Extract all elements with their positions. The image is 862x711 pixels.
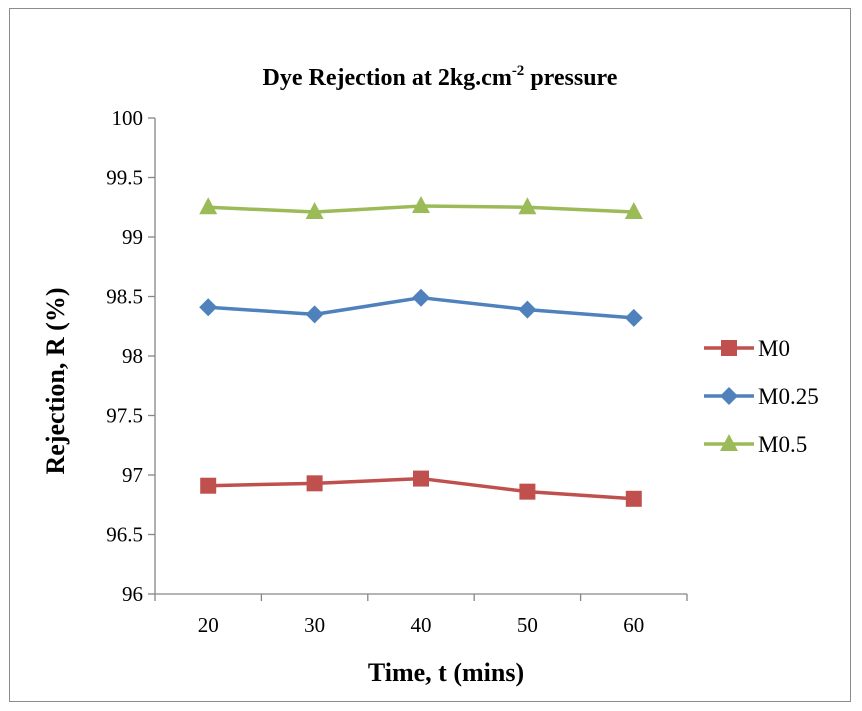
x-tick-label: 40: [411, 613, 432, 637]
x-tick-label: 50: [517, 613, 538, 637]
legend-label: M0.25: [758, 384, 819, 409]
y-tick-label: 97.5: [106, 404, 143, 428]
data-point: [413, 471, 429, 487]
x-tick-label: 30: [304, 613, 325, 637]
legend-marker: [721, 340, 737, 356]
x-axis-title: Time, t (mins): [368, 658, 524, 687]
legend-label: M0: [758, 336, 790, 361]
legend-label: M0.5: [758, 432, 807, 457]
y-tick-labels: 96 96.5 97 97.5 98 98.5 99 99.5 100: [106, 106, 143, 606]
line-chart: Dye Rejection at 2kg.cm-2 pressure 96 96.…: [10, 9, 852, 703]
legend-item: M0.5: [704, 432, 807, 457]
y-axis-title: Rejection, R (%): [41, 288, 70, 475]
data-point: [306, 305, 324, 323]
y-tick-label: 97: [122, 463, 143, 487]
data-point: [626, 491, 642, 507]
legend: M0 M0.25 M0.5: [704, 336, 819, 457]
legend-marker: [720, 387, 738, 405]
x-tick-label: 60: [623, 613, 644, 637]
data-point: [518, 301, 536, 319]
y-tick-label: 99: [122, 225, 143, 249]
series-M0.5: [199, 196, 643, 219]
x-tick-label: 20: [198, 613, 219, 637]
series-M0: [200, 471, 642, 507]
data-point: [519, 484, 535, 500]
y-tick-label: 96.5: [106, 523, 143, 547]
series-M0.25: [199, 289, 643, 327]
axes: [148, 118, 687, 601]
x-tick-labels: 20 30 40 50 60: [198, 613, 645, 637]
y-tick-label: 100: [112, 106, 144, 130]
data-point: [412, 289, 430, 307]
legend-item: M0: [704, 336, 790, 361]
data-point: [625, 309, 643, 327]
data-point: [200, 478, 216, 494]
y-tick-label: 96: [122, 582, 143, 606]
y-tick-label: 98: [122, 344, 143, 368]
legend-item: M0.25: [704, 384, 819, 409]
y-tick-label: 99.5: [106, 166, 143, 190]
y-tick-label: 98.5: [106, 285, 143, 309]
chart-title: Dye Rejection at 2kg.cm-2 pressure: [263, 63, 618, 91]
data-point: [199, 197, 217, 214]
data-point: [199, 298, 217, 316]
data-point: [307, 475, 323, 491]
chart-area: Dye Rejection at 2kg.cm-2 pressure 96 96.…: [9, 8, 851, 702]
series-layer: [199, 196, 643, 507]
